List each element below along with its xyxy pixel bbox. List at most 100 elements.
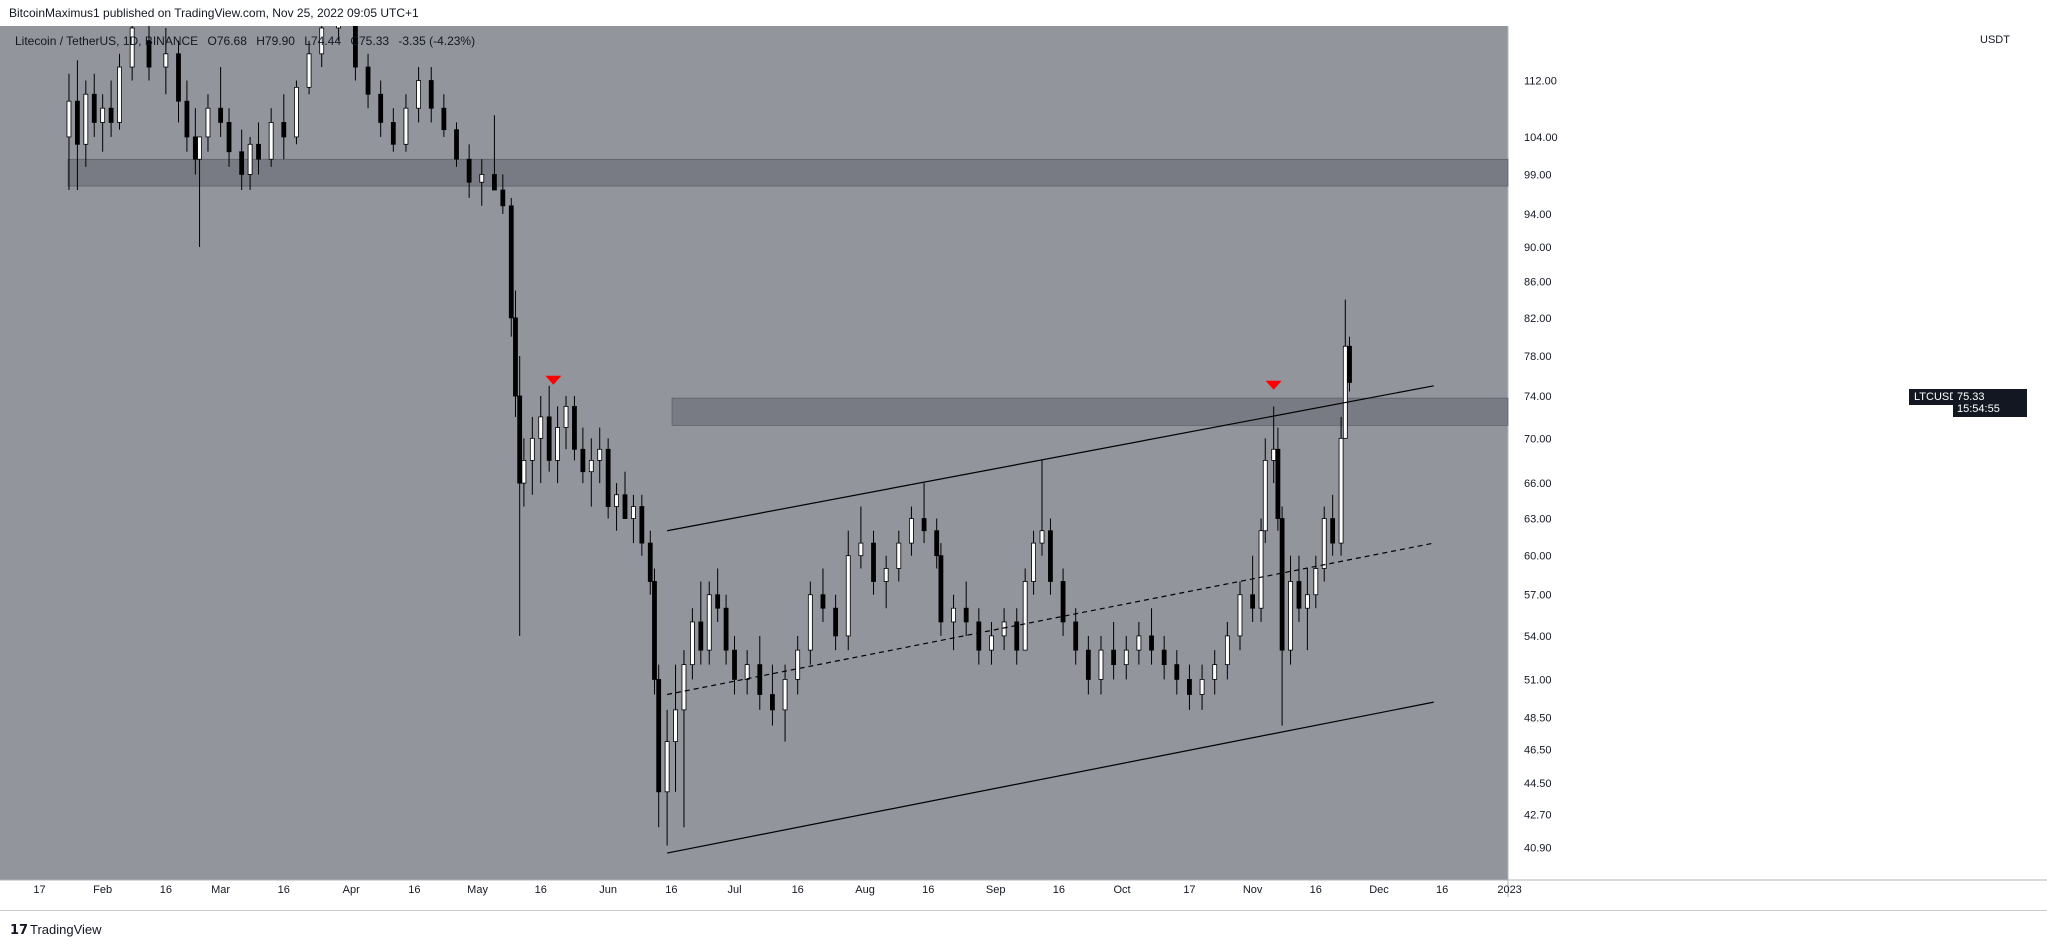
trend-line-2 [667, 701, 1434, 854]
candle-body [723, 607, 729, 651]
x-tick-label: 16 [792, 884, 804, 896]
candle-body [441, 107, 447, 131]
x-tick-label: Mar [211, 884, 230, 896]
candle-body [1048, 530, 1053, 582]
candle-body [492, 174, 497, 191]
y-tick-label: 86.00 [1524, 277, 1552, 289]
candle-body [673, 709, 678, 742]
candle-body [466, 158, 472, 183]
candle-body [353, 26, 358, 68]
candle-body [689, 621, 695, 666]
candle-body [1288, 581, 1293, 651]
candle-body [858, 542, 864, 557]
candle-body [631, 506, 636, 519]
currency-label: USDT [1980, 34, 2010, 46]
candle-body [883, 568, 889, 582]
candle-body [639, 506, 645, 544]
candle-body [1275, 448, 1281, 519]
candle-body [555, 427, 560, 461]
candle-body [1039, 530, 1045, 544]
candle-body [698, 621, 704, 651]
candle-body [1262, 460, 1268, 532]
low-value: L74.44 [304, 34, 341, 48]
candle-body [757, 664, 763, 695]
candle-body [1237, 594, 1243, 637]
x-tick-label: 16 [160, 884, 172, 896]
candle-body [184, 100, 190, 138]
candle-body [66, 100, 72, 138]
candle-body [1313, 568, 1319, 596]
y-tick-label: 74.00 [1524, 391, 1552, 403]
candle-body [508, 205, 514, 319]
close-value: C75.33 [350, 34, 390, 48]
x-tick-label: Jun [599, 884, 617, 896]
candle-body [129, 27, 135, 68]
x-tick-label: 16 [1436, 884, 1448, 896]
publish-info: BitcoinMaximus1 published on TradingView… [9, 6, 419, 20]
candle-body [1022, 581, 1028, 651]
candle-body [1212, 664, 1218, 680]
candle-body [403, 107, 409, 145]
candle-body [1073, 621, 1079, 651]
symbol-name: Litecoin / TetherUS, 1D, BINANCE [15, 34, 199, 48]
candle-body [1060, 581, 1066, 623]
x-tick-label: 17 [1183, 884, 1195, 896]
candle-body [74, 100, 80, 145]
candle-body [1279, 518, 1285, 651]
candle-body [833, 607, 839, 637]
candle-body [976, 621, 982, 651]
candle-body [454, 129, 459, 160]
x-tick-label: 16 [408, 884, 420, 896]
x-tick-label: Jul [727, 884, 741, 896]
zone-0 [67, 158, 1509, 187]
price-chart[interactable]: 40.90 42.70 44.50 46.50 48.50 51.00 54.00 57.00… [0, 26, 2047, 897]
candle-body [1098, 649, 1104, 680]
trend-line-0 [667, 385, 1434, 532]
candle-body [1111, 649, 1117, 666]
candle-body [1224, 635, 1230, 666]
candle-body [681, 664, 687, 711]
y-tick-label: 60.00 [1524, 551, 1552, 563]
candle-body [1304, 594, 1310, 609]
y-tick-label: 104.00 [1524, 132, 1558, 144]
candle-body [1031, 542, 1036, 582]
x-tick-label: Feb [93, 884, 112, 896]
candle-body [1296, 581, 1302, 609]
candle-body [365, 66, 371, 95]
candle-body [1250, 594, 1256, 609]
candle-body [896, 542, 902, 569]
candle-body [622, 494, 628, 519]
resistance-marker-0 [545, 375, 562, 385]
candle-body [1199, 679, 1205, 695]
x-tick-label: May [467, 884, 488, 896]
candle-body [205, 107, 211, 138]
y-tick-label: 57.00 [1524, 590, 1552, 602]
y-tick-label: 63.00 [1524, 514, 1552, 526]
candle-body [909, 518, 914, 544]
candle-body [294, 86, 299, 138]
candle-body [336, 26, 341, 29]
candle-body [226, 122, 232, 153]
candle-body [176, 53, 181, 102]
y-tick-label: 70.00 [1524, 433, 1552, 445]
candle-body [951, 607, 956, 623]
candle-body [83, 93, 89, 145]
candle-body [1123, 649, 1129, 666]
candle-body [807, 594, 813, 651]
candle-body [319, 27, 325, 55]
candle-body [108, 107, 114, 123]
candle-body [715, 594, 721, 609]
candle-body [921, 518, 927, 532]
candle-body [428, 80, 434, 109]
y-tick-label: 66.00 [1524, 478, 1552, 490]
x-tick-label: Nov [1243, 884, 1263, 896]
symbol-legend: Litecoin / TetherUS, 1D, BINANCE O76.68 … [15, 34, 481, 48]
candle-body [197, 136, 202, 160]
open-value: O76.68 [207, 34, 247, 48]
candle-body [656, 679, 662, 793]
candle-countdown: 15:54:55 [1957, 403, 2000, 415]
candle-body [664, 741, 670, 793]
candle-body [1271, 448, 1277, 461]
candle-body [538, 416, 544, 439]
candle-body [100, 107, 106, 123]
